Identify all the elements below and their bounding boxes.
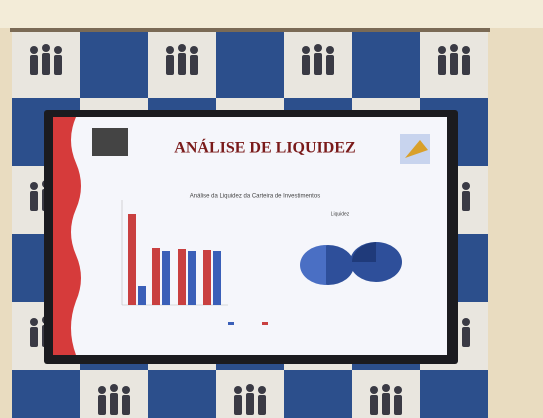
pie-title: Liquidez — [331, 211, 350, 217]
banner-rod — [10, 28, 490, 32]
ceiling — [0, 0, 543, 28]
slide-decoration — [53, 117, 81, 355]
pie-slice — [300, 245, 326, 285]
bar — [128, 214, 136, 305]
legend-swatch — [228, 322, 234, 325]
logo-left — [92, 128, 128, 156]
bar — [203, 250, 211, 305]
bar — [178, 249, 186, 305]
chart-title: Análise da Liquidez da Carteira de Inves… — [190, 194, 320, 200]
bar — [138, 286, 146, 305]
pie-chart — [300, 242, 402, 285]
bar — [213, 251, 221, 305]
slide-title: ANÁLISE DE LIQUIDEZ — [174, 138, 355, 157]
pie-slice — [351, 242, 376, 262]
logo-right-icon — [405, 140, 428, 158]
slide — [53, 117, 447, 355]
bar — [152, 248, 160, 305]
bar — [188, 251, 196, 305]
bar — [162, 251, 170, 305]
legend-swatch — [262, 322, 268, 325]
bar-chart — [121, 200, 268, 325]
